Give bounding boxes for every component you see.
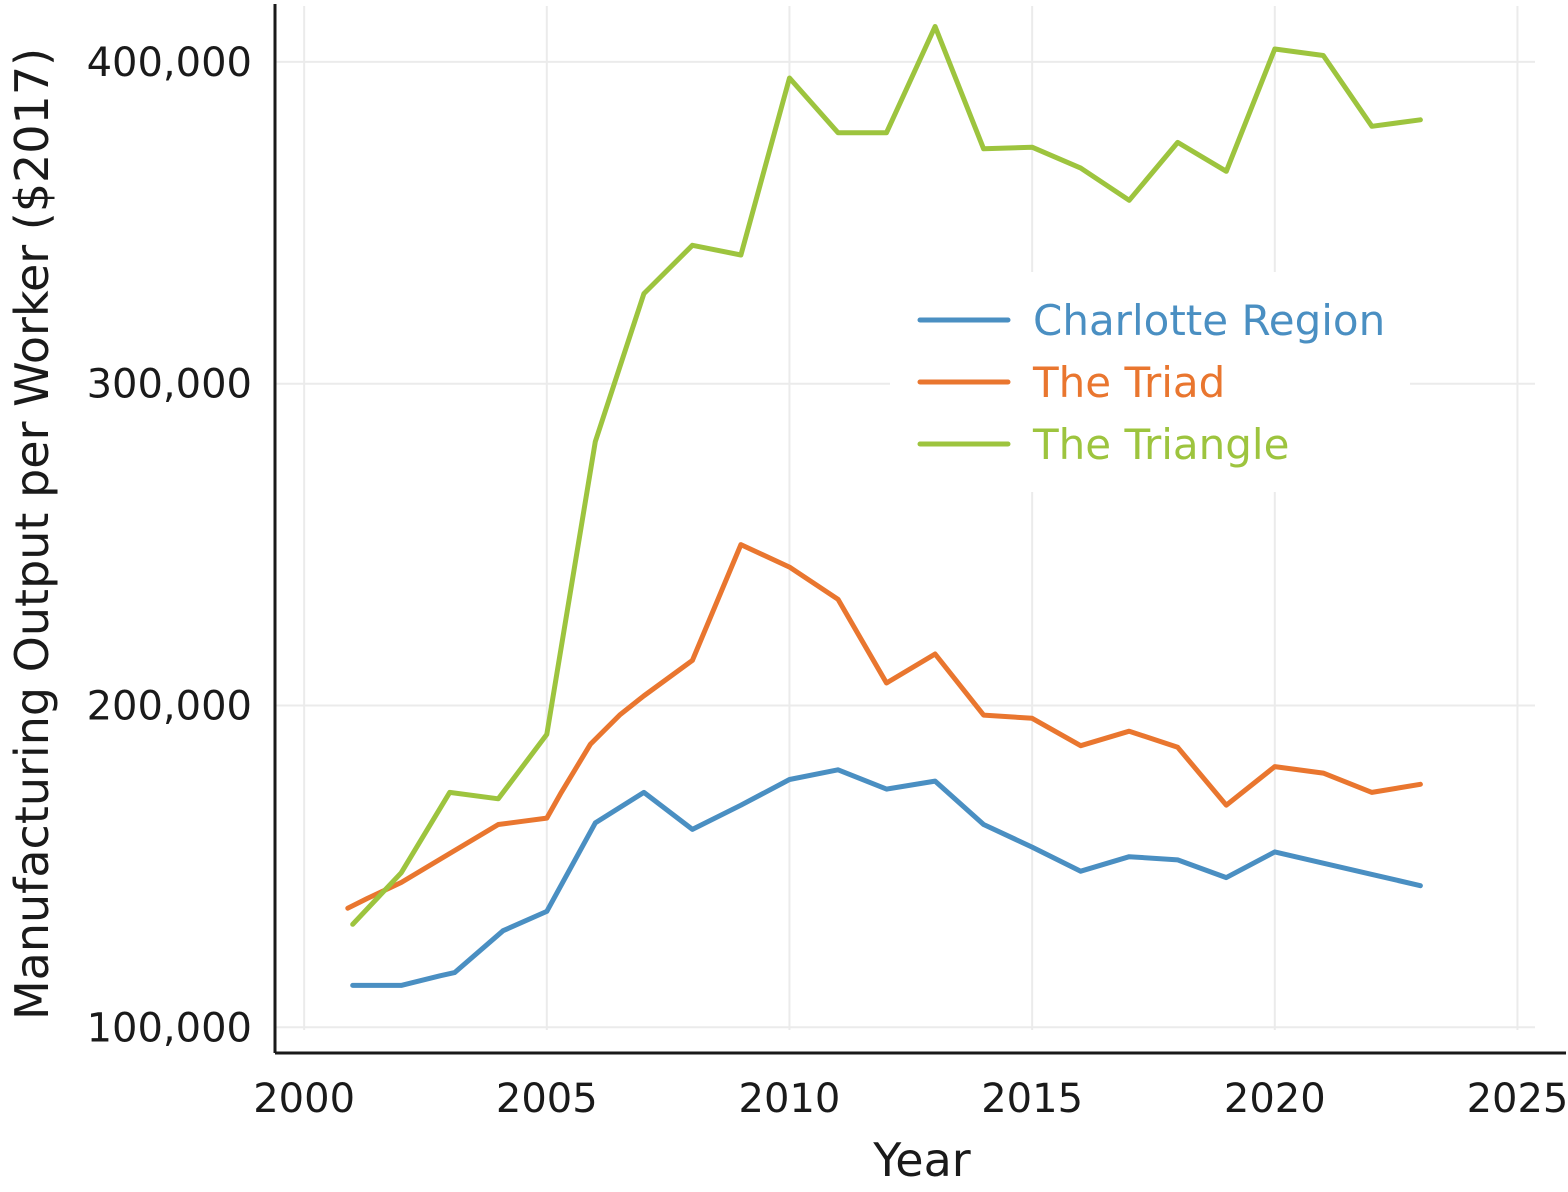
x-tick-label: 2005 — [496, 1076, 598, 1122]
series-line-the-triad — [345, 542, 1423, 911]
y-tick-labels: 100,000 200,000 300,000 400,000 — [87, 40, 252, 1051]
x-axis-title: Year — [872, 1133, 970, 1187]
y-tick-label: 300,000 — [87, 362, 252, 408]
x-tick-label: 2010 — [739, 1076, 841, 1122]
series-line-the-triangle — [350, 24, 1423, 927]
x-tick-labels: 2000 2005 2010 2015 2020 2025 — [253, 1076, 1568, 1122]
legend: Charlotte Region The Triad The Triangle — [890, 272, 1410, 492]
x-tick-label: 2020 — [1224, 1076, 1326, 1122]
grid-lines — [275, 6, 1535, 1030]
legend-label: The Triad — [1032, 358, 1225, 407]
y-axis-title: Manufacturing Output per Worker ($2017) — [5, 48, 59, 1020]
x-tick-label: 2015 — [981, 1076, 1083, 1122]
x-tick-label: 2025 — [1467, 1076, 1568, 1122]
series-lines — [345, 24, 1423, 988]
y-tick-label: 400,000 — [87, 40, 252, 86]
legend-label: Charlotte Region — [1033, 296, 1385, 345]
legend-label: The Triangle — [1032, 420, 1289, 469]
x-tick-label: 2000 — [253, 1076, 355, 1122]
y-tick-label: 200,000 — [87, 683, 252, 729]
y-tick-label: 100,000 — [87, 1005, 252, 1051]
series-line-charlotte-region — [350, 767, 1423, 988]
